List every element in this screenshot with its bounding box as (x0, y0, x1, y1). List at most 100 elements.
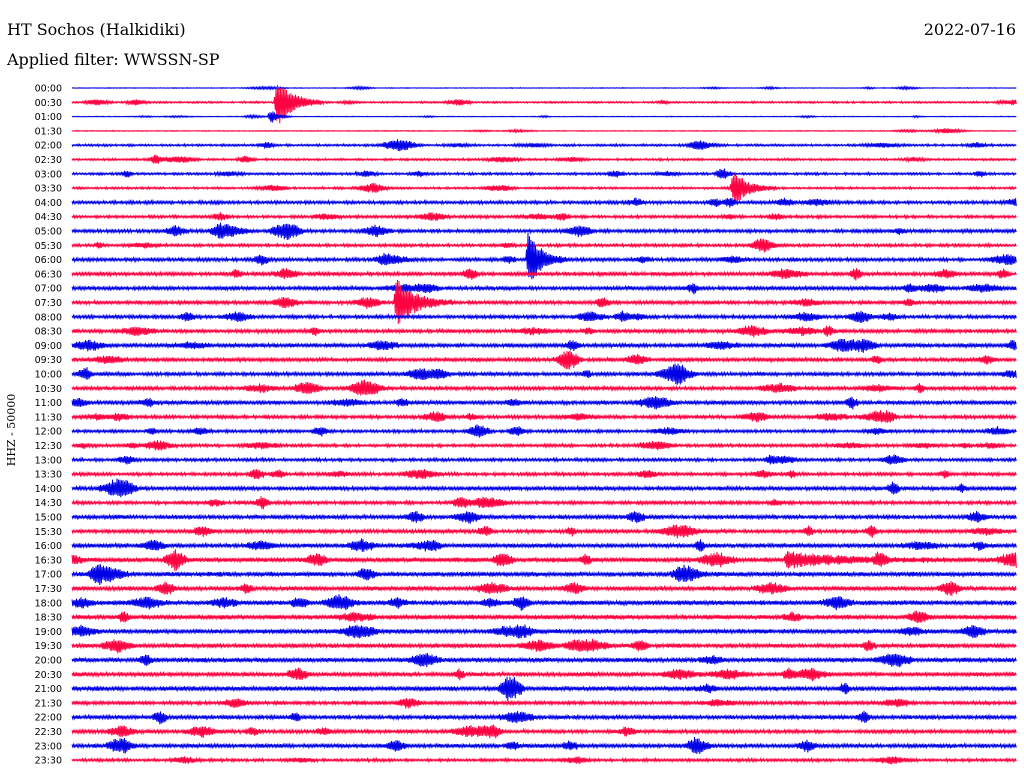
trace-row-0730 (71, 279, 1017, 325)
trace-row-2130 (71, 698, 1017, 709)
row-time-label: 13:30 (35, 470, 62, 481)
filter-label: Applied filter: WWSSN-SP (7, 50, 220, 69)
trace-row-1500 (71, 510, 1017, 524)
trace-row-0200 (71, 139, 1017, 152)
trace-row-0600 (71, 232, 1017, 280)
row-time-label: 14:00 (35, 484, 62, 495)
row-time-label: 23:00 (35, 741, 62, 752)
trace-row-0800 (71, 310, 1017, 323)
trace-row-0100 (71, 111, 1017, 123)
row-time-label: 18:30 (35, 613, 62, 624)
row-time-label: 15:00 (35, 513, 62, 524)
row-time-label: 12:00 (35, 427, 62, 438)
trace-row-2100 (71, 676, 1017, 701)
row-time-label: 13:00 (35, 455, 62, 466)
trace-row-1700 (71, 564, 1017, 586)
row-time-label: 17:00 (35, 570, 62, 581)
row-time-label: 06:00 (35, 255, 62, 266)
row-time-label: 18:00 (35, 598, 62, 609)
trace-row-0900 (71, 338, 1017, 353)
row-time-label: 05:30 (35, 241, 62, 252)
row-time-label: 03:30 (35, 184, 62, 195)
trace-row-0330 (71, 173, 1017, 203)
trace-row-0630 (71, 268, 1017, 281)
trace-row-1800 (71, 594, 1017, 611)
row-time-label: 23:30 (35, 756, 62, 767)
row-time-label: 11:30 (35, 412, 62, 423)
trace-row-1200 (71, 424, 1017, 438)
row-time-label: 05:00 (35, 227, 62, 238)
trace-row-0530 (71, 238, 1017, 253)
row-time-label: 03:00 (35, 169, 62, 180)
row-time-label: 07:00 (35, 284, 62, 295)
trace-row-1900 (71, 624, 1017, 639)
row-time-label: 02:00 (35, 141, 62, 152)
trace-row-1430 (71, 496, 1017, 510)
row-time-label: 14:30 (35, 498, 62, 509)
trace-row-0130 (71, 127, 1017, 135)
trace-row-0400 (71, 197, 1017, 208)
trace-row-2200 (71, 710, 1017, 725)
trace-row-0230 (71, 154, 1017, 164)
row-time-label: 19:30 (35, 641, 62, 652)
trace-row-0830 (71, 325, 1017, 338)
row-time-label: 08:30 (35, 327, 62, 338)
trace-row-1400 (71, 478, 1017, 498)
trace-row-1230 (71, 440, 1017, 451)
row-time-label: 20:00 (35, 656, 62, 667)
row-time-label: 09:30 (35, 355, 62, 366)
trace-row-0030 (71, 85, 1017, 124)
row-time-label: 09:00 (35, 341, 62, 352)
row-time-label: 16:00 (35, 541, 62, 552)
trace-row-0430 (71, 212, 1017, 221)
row-time-label: 16:30 (35, 555, 62, 566)
trace-row-1300 (71, 454, 1017, 465)
trace-row-1030 (71, 379, 1017, 396)
trace-row-2330 (71, 756, 1017, 765)
row-time-label: 20:30 (35, 670, 62, 681)
row-time-label: 01:00 (35, 112, 62, 123)
row-time-label: 22:00 (35, 713, 62, 724)
trace-row-0300 (71, 168, 1017, 179)
trace-row-1330 (71, 469, 1017, 480)
row-time-label: 00:30 (35, 98, 62, 109)
trace-row-1530 (71, 524, 1017, 539)
row-time-label: 17:30 (35, 584, 62, 595)
row-time-label: 07:30 (35, 298, 62, 309)
trace-row-1100 (71, 396, 1017, 410)
trace-row-0000 (71, 84, 1017, 92)
row-time-label: 04:30 (35, 212, 62, 223)
trace-row-2230 (71, 724, 1017, 739)
trace-row-2030 (71, 667, 1017, 682)
date-label: 2022-07-16 (923, 20, 1016, 39)
row-time-label: 12:30 (35, 441, 62, 452)
row-time-label: 02:30 (35, 155, 62, 166)
row-time-label: 15:30 (35, 527, 62, 538)
row-time-label: 21:00 (35, 684, 62, 695)
trace-row-1130 (71, 410, 1017, 423)
trace-row-0700 (71, 283, 1017, 295)
trace-row-0930 (71, 350, 1017, 370)
row-label-layer: 00:00 00:30 01:00 01:30 02:00 02:30 03:00 03:30… (35, 84, 62, 767)
row-time-label: 22:30 (35, 727, 62, 738)
row-time-label: 11:00 (35, 398, 62, 409)
trace-row-1730 (71, 581, 1017, 596)
row-time-label: 21:30 (35, 698, 62, 709)
row-time-label: 01:30 (35, 126, 62, 137)
row-time-label: 06:30 (35, 269, 62, 280)
row-time-label: 10:00 (35, 370, 62, 381)
trace-row-1630 (71, 549, 1017, 571)
trace-row-2300 (71, 736, 1017, 755)
trace-row-1830 (71, 610, 1017, 624)
trace-row-0500 (71, 222, 1017, 241)
trace-row-2000 (71, 653, 1017, 668)
trace-row-1000 (71, 363, 1017, 385)
row-time-label: 00:00 (35, 84, 62, 95)
trace-layer (71, 84, 1017, 765)
row-time-label: 04:00 (35, 198, 62, 209)
trace-row-1930 (71, 638, 1017, 654)
row-time-label: 08:00 (35, 312, 62, 323)
row-time-label: 10:30 (35, 384, 62, 395)
station-title: HT Sochos (Halkidiki) (7, 20, 186, 39)
